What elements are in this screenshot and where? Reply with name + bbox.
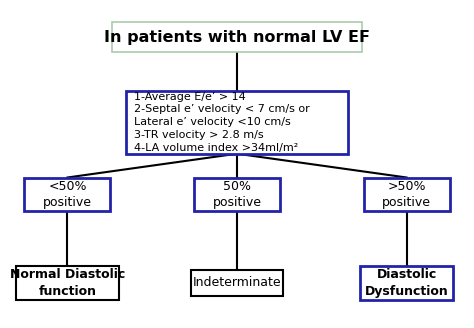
Text: 1-Average E/e’ > 14
2-Septal e’ velocity < 7 cm/s or
Lateral e’ velocity <10 cm/: 1-Average E/e’ > 14 2-Septal e’ velocity… bbox=[134, 92, 310, 153]
Text: >50%
positive: >50% positive bbox=[382, 180, 431, 209]
Text: Diastolic
Dysfunction: Diastolic Dysfunction bbox=[365, 268, 448, 298]
Text: <50%
positive: <50% positive bbox=[43, 180, 92, 209]
FancyBboxPatch shape bbox=[191, 270, 283, 296]
FancyBboxPatch shape bbox=[111, 22, 363, 52]
FancyBboxPatch shape bbox=[25, 178, 110, 212]
FancyBboxPatch shape bbox=[126, 91, 348, 154]
FancyBboxPatch shape bbox=[194, 178, 280, 212]
Text: 50%
positive: 50% positive bbox=[212, 180, 262, 209]
Text: In patients with normal LV EF: In patients with normal LV EF bbox=[104, 30, 370, 45]
FancyBboxPatch shape bbox=[16, 266, 118, 300]
Text: Normal Diastolic
function: Normal Diastolic function bbox=[10, 268, 125, 298]
FancyBboxPatch shape bbox=[364, 178, 449, 212]
FancyBboxPatch shape bbox=[360, 266, 453, 300]
Text: Indeterminate: Indeterminate bbox=[193, 277, 281, 289]
